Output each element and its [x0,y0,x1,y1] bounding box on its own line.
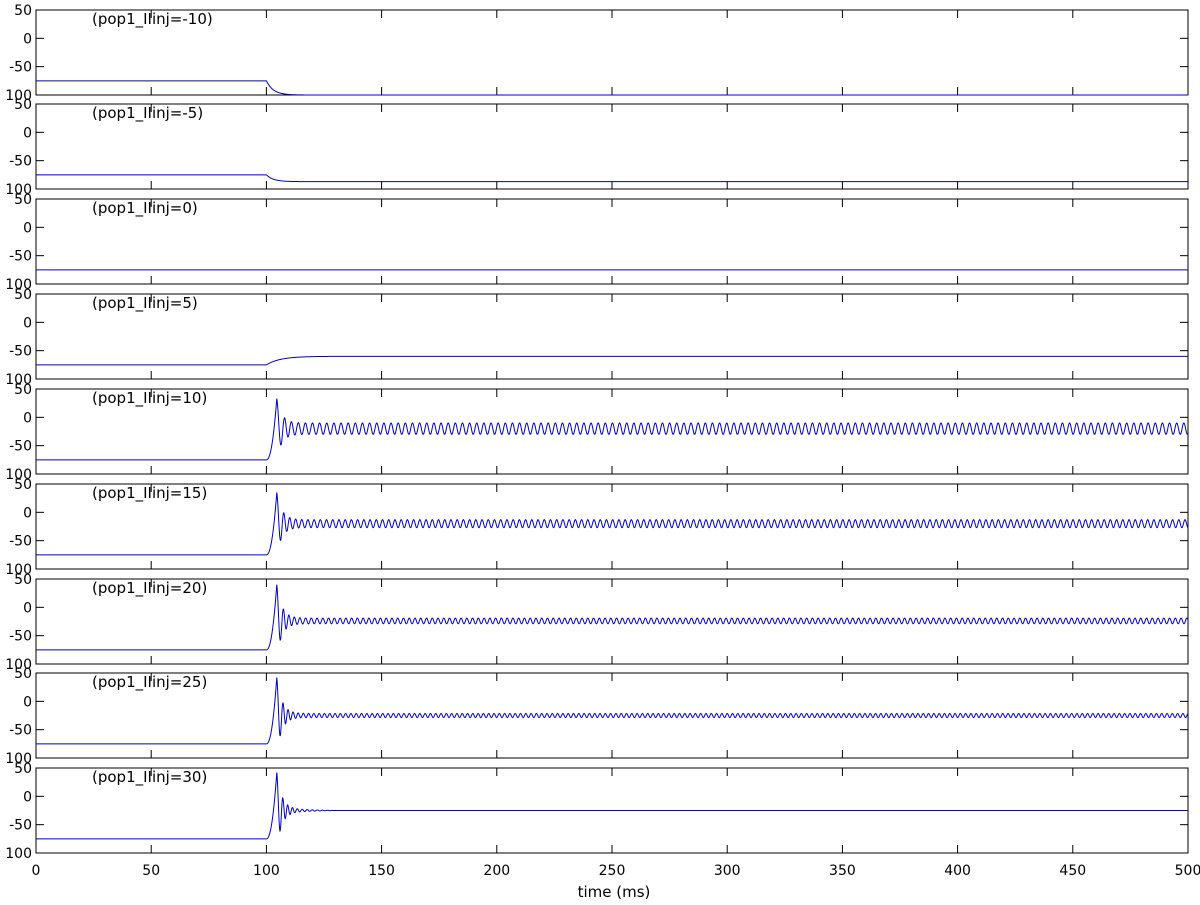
panel-frame [35,198,1189,285]
y-tick-label: -50 [9,60,32,76]
panel-title: (pop1_IIinj=0) [92,199,198,218]
panel-title: (pop1_IIinj=25) [92,673,207,692]
x-tick-label: 300 [714,863,741,879]
y-tick-label: -50 [9,344,32,360]
x-tick-label: 500 [1175,863,1200,879]
x-tick-label: 0 [32,863,41,879]
y-tick-label: 50 [14,97,32,113]
y-tick-label: 100 [5,467,32,483]
y-tick-label: 0 [23,31,32,47]
y-tick-label: 0 [23,410,32,426]
y-tick-label: 50 [14,572,32,588]
y-tick-label: 50 [14,382,32,398]
x-tick-label: 50 [142,863,160,879]
y-tick-label: 100 [5,846,32,862]
panel-7: 50 0 -50 100 (pop1_IIinj=20) [5,572,1189,673]
y-tick-label: -50 [9,818,32,834]
x-tick-label: 250 [599,863,626,879]
panel-9: 50 0 -50 100 (pop1_IIinj=30) [5,761,1189,862]
y-tick-label: 100 [5,562,32,578]
voltage-trace-2 [36,174,1188,183]
voltage-trace-8 [36,677,1189,745]
y-tick-label: 0 [23,125,32,141]
y-tick-label: -50 [9,723,32,739]
panel-3: 50 0 -50 100 (pop1_IIinj=0) [5,192,1189,293]
x-tick-label: 200 [483,863,510,879]
panel-title: (pop1_IIinj=5) [92,294,198,313]
panel-4: 50 0 -50 100 (pop1_IIinj=5) [5,287,1189,388]
y-tick-label: 0 [23,505,32,521]
panel-5: 50 0 -50 100 (pop1_IIinj=10) [5,382,1189,483]
y-tick-label: -50 [9,249,32,265]
y-tick-label: 0 [23,600,32,616]
y-tick-label: 100 [5,88,32,104]
panel-8: 50 0 -50 100 (pop1_IIinj=25) [5,666,1189,767]
y-tick-label: -50 [9,439,32,455]
panel-title: (pop1_IIinj=20) [92,579,207,598]
y-tick-label: 0 [23,789,32,805]
y-tick-label: 50 [14,477,32,493]
y-tick-label: 100 [5,182,32,198]
voltage-trace-9 [36,772,1188,840]
y-tick-label: 100 [5,372,32,388]
x-tick-label: 150 [368,863,395,879]
x-tick-label: 400 [944,863,971,879]
panel-title: (pop1_IIinj=30) [92,768,207,787]
y-tick-label: 0 [23,220,32,236]
panel-frame [35,293,1189,380]
panel-title: (pop1_IIinj=10) [92,389,207,408]
panel-title: (pop1_IIinj=-5) [92,104,203,123]
y-tick-label: -50 [9,629,32,645]
y-tick-label: 100 [5,657,32,673]
x-tick-label: 100 [253,863,280,879]
voltage-trace-4 [36,355,1188,366]
y-tick-label: 50 [14,666,32,682]
x-axis-label: time (ms) [578,883,651,900]
voltage-trace-1 [36,80,1188,96]
voltage-trace-5 [36,398,1189,461]
y-tick-label: 100 [5,277,32,293]
panel-frame [35,103,1189,190]
voltage-trace-7 [36,584,1189,651]
panel-2: 50 0 -50 100 (pop1_IIinj=-5) [5,97,1189,198]
x-tick-label: 350 [829,863,856,879]
voltage-trace-6 [36,492,1189,556]
y-tick-label: -50 [9,154,32,170]
panel-title: (pop1_IIinj=15) [92,484,207,503]
y-tick-label: -50 [9,534,32,550]
y-tick-label: 0 [23,694,32,710]
y-tick-label: 50 [14,192,32,208]
panel-1: 50 0 -50 100 (pop1_IIinj=-10) [5,3,1189,104]
y-tick-label: 50 [14,3,32,19]
panel-6: 50 0 -50 100 (pop1_IIinj=15) [5,477,1189,578]
y-tick-label: 50 [14,287,32,303]
y-tick-label: 100 [5,751,32,767]
x-tick-label: 450 [1059,863,1086,879]
y-tick-label: 0 [23,315,32,331]
panel-title: (pop1_IIinj=-10) [92,10,213,29]
y-tick-label: 50 [14,761,32,777]
